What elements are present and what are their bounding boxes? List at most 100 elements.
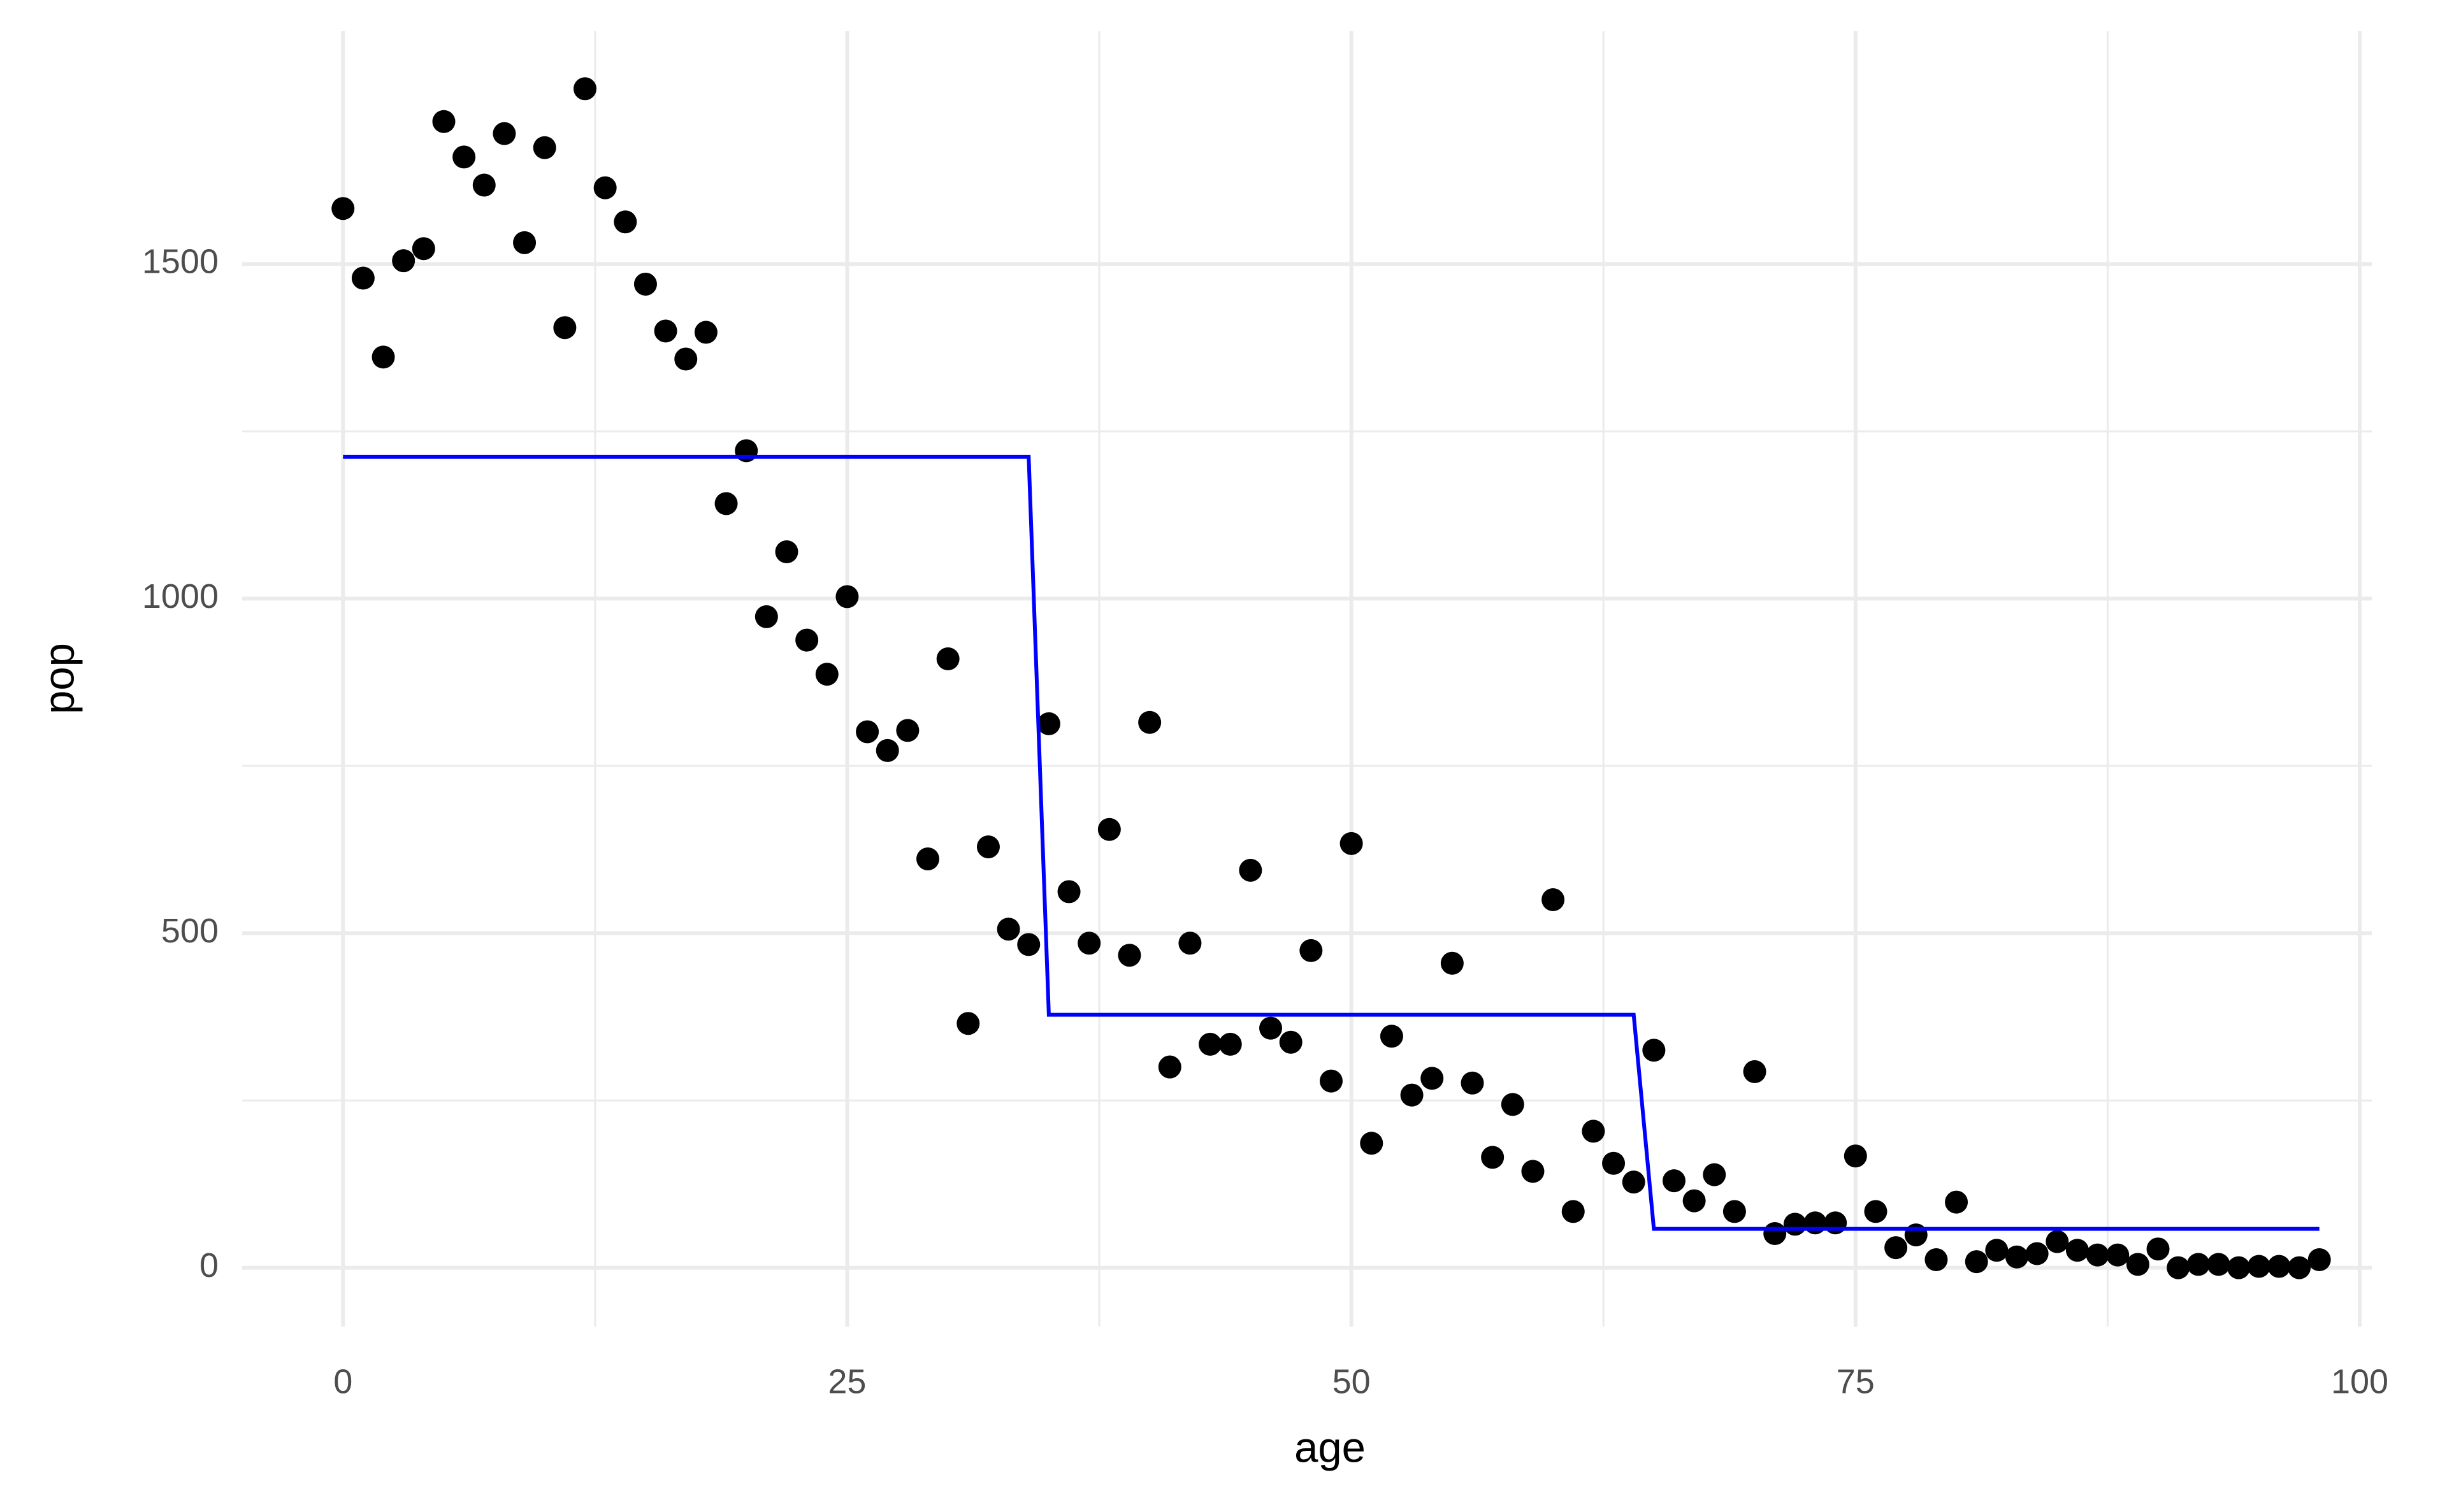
point [1783, 1213, 1807, 1236]
point [513, 231, 537, 254]
point [2167, 1256, 2190, 1279]
point [1279, 1030, 1303, 1054]
y-tick-label: 1500 [142, 243, 219, 281]
point [1057, 880, 1081, 904]
point [1904, 1223, 1928, 1247]
point [1924, 1248, 1948, 1271]
point [593, 176, 617, 199]
point [2247, 1255, 2270, 1278]
point [1178, 932, 1202, 955]
step-line [343, 454, 2320, 1231]
point [856, 720, 879, 744]
point [976, 835, 1000, 859]
point [432, 110, 456, 133]
x-tick-label: 0 [333, 1362, 352, 1400]
point [1097, 817, 1121, 841]
point [1985, 1239, 2009, 1262]
point [1158, 1055, 1181, 1079]
point [1521, 1160, 1545, 1183]
point [1299, 939, 1323, 962]
point [1582, 1120, 1605, 1143]
point [654, 319, 677, 343]
point [1078, 932, 1101, 955]
point [1319, 1069, 1343, 1093]
point [2186, 1253, 2210, 1276]
point [1339, 832, 1363, 855]
point [614, 210, 637, 234]
point [1138, 710, 1162, 734]
point [553, 316, 577, 340]
point [633, 272, 657, 296]
point [754, 605, 778, 628]
point [2046, 1230, 2069, 1253]
point [795, 628, 819, 652]
point [372, 345, 395, 369]
point [1017, 933, 1041, 956]
y-tick-label: 500 [161, 912, 219, 950]
point [1239, 858, 1262, 882]
point [997, 918, 1020, 941]
point [1440, 951, 1464, 975]
point [533, 136, 556, 159]
point [1844, 1144, 1867, 1168]
x-tick-label: 25 [828, 1362, 866, 1400]
point [351, 266, 375, 290]
point [2207, 1253, 2230, 1276]
point [936, 647, 960, 670]
point [1218, 1032, 1242, 1056]
point [412, 237, 435, 261]
point [1864, 1200, 1888, 1223]
x-tick-label: 100 [2331, 1362, 2388, 1400]
point [472, 173, 496, 197]
point [1803, 1211, 1827, 1235]
point [1259, 1016, 1283, 1040]
x-tick-label: 50 [1332, 1362, 1371, 1400]
point [1824, 1211, 1847, 1235]
point [1400, 1083, 1424, 1107]
point [714, 492, 738, 515]
point [1380, 1025, 1403, 1048]
x-axis-title: age [1294, 1424, 1366, 1472]
point [1743, 1060, 1766, 1083]
point [574, 77, 597, 101]
point [1481, 1146, 1505, 1169]
point [1360, 1132, 1383, 1155]
point [1622, 1170, 1645, 1194]
point [1561, 1200, 1585, 1223]
point [1662, 1169, 1685, 1193]
point [815, 663, 839, 686]
point [392, 249, 415, 273]
point [1703, 1163, 1726, 1186]
point [956, 1012, 980, 1035]
point [2106, 1243, 2130, 1267]
point [2025, 1242, 2049, 1265]
point [1642, 1039, 1666, 1062]
point [2086, 1243, 2109, 1267]
point [1682, 1189, 1706, 1213]
point [1763, 1222, 1787, 1246]
y-axis-title: pop [36, 643, 83, 714]
point [1501, 1093, 1524, 1116]
point [1461, 1071, 1484, 1095]
point [916, 847, 940, 870]
x-tick-label: 75 [1837, 1362, 1875, 1400]
point [1420, 1067, 1444, 1090]
point [2227, 1256, 2251, 1279]
point [2126, 1253, 2149, 1276]
point [1541, 888, 1565, 912]
point [1945, 1190, 1968, 1214]
point [1602, 1151, 1626, 1175]
point [1199, 1032, 1222, 1056]
point [876, 738, 899, 762]
y-tick-label: 1000 [142, 577, 219, 616]
point [1118, 944, 1141, 967]
point [331, 197, 355, 220]
point [2146, 1237, 2170, 1261]
y-tick-label: 0 [199, 1246, 219, 1285]
point [2005, 1245, 2028, 1269]
point [835, 585, 859, 608]
point [775, 540, 798, 563]
point [493, 122, 516, 145]
